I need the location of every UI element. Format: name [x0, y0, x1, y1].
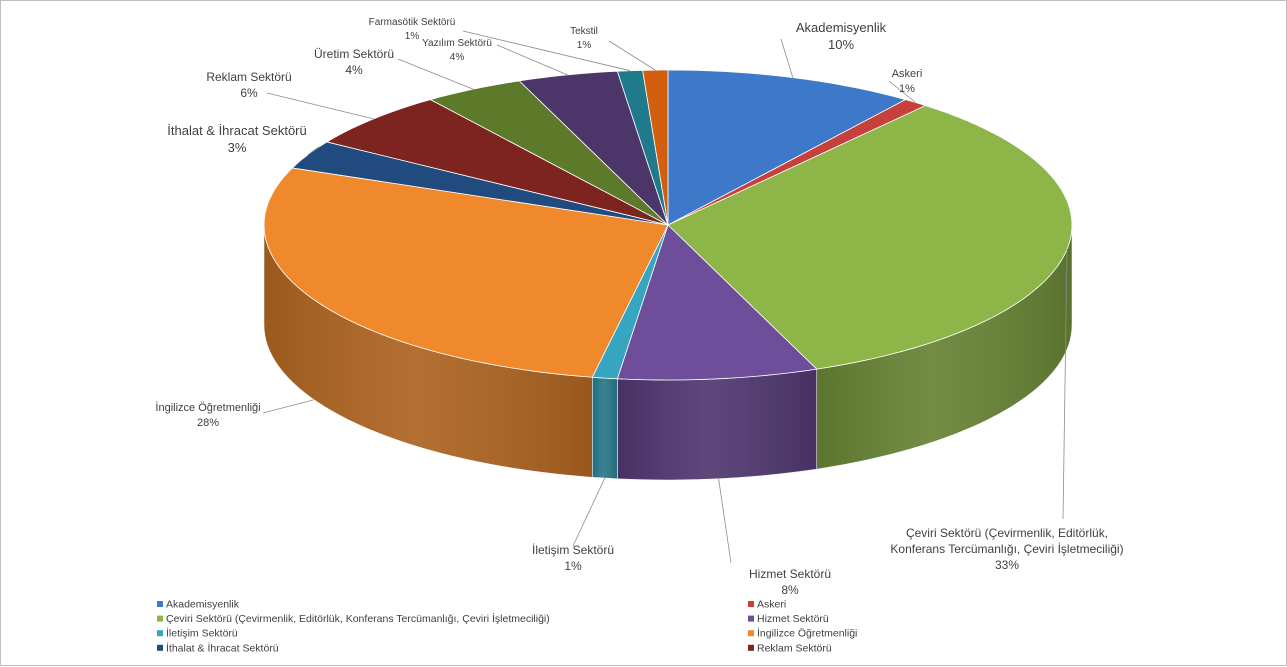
legend-swatch	[748, 630, 754, 637]
slice-side-hizmet-sektoru	[617, 368, 818, 481]
pie-slices	[263, 69, 1073, 381]
leader-line-ithalat-ihracat-sektoru	[307, 146, 320, 155]
leader-line-uretim-sektoru	[397, 58, 474, 90]
data-label-value: 1%	[564, 559, 582, 573]
data-label-category: İngilizce Öğretmenliği	[155, 401, 260, 414]
data-label-value: 3%	[228, 140, 247, 155]
legend-entry: Hizmet Sektörü	[757, 613, 829, 625]
data-label-value: 6%	[240, 86, 258, 100]
legend-swatch	[157, 615, 163, 622]
data-label-category: Akademisyenlik	[796, 20, 887, 35]
leader-line-askeri	[888, 80, 916, 103]
data-label-category: Yazılım Sektörü	[422, 38, 492, 49]
slice-akademisyenlik	[667, 69, 907, 226]
leader-line-farmasotik-sektoru	[462, 30, 631, 72]
leader-line-yazilim-sektoru	[496, 44, 568, 76]
legend-swatch	[157, 644, 163, 651]
data-label-category: İletişim Sektörü	[532, 543, 614, 557]
data-label-value: 4%	[345, 63, 363, 77]
data-label-category: Üretim Sektörü	[314, 47, 394, 61]
slice-side-iletisim-sektoru	[592, 376, 618, 480]
data-label-category: Çeviri Sektörü (Çevirmenlik, Editörlük,	[906, 526, 1108, 540]
data-label-category: İthalat & İhracat Sektörü	[167, 123, 306, 138]
legend-entry: Akademisyenlik	[166, 599, 240, 611]
legend-entry: İngilizce Öğretmenliği	[757, 627, 857, 640]
data-label-value: 1%	[405, 31, 420, 42]
data-label-value: 10%	[828, 37, 854, 52]
legend-swatch	[157, 601, 163, 607]
data-label-category: Tekstil	[570, 26, 598, 37]
data-label-category: Reklam Sektörü	[206, 70, 291, 84]
slice-hizmet-sektoru	[616, 224, 818, 381]
legend-swatch	[748, 615, 754, 622]
data-label-value: 1%	[899, 83, 915, 95]
leader-line-ceviri-sektoru-cevirmenlik-editorluk-konferans-tercumanligi-ceviri-isletmeciligi	[1062, 249, 1068, 520]
data-label-value: 1%	[577, 40, 592, 51]
legend-entry: Askeri	[757, 599, 786, 611]
data-label-value: 4%	[450, 52, 465, 63]
legend-swatch	[748, 644, 754, 651]
legend-swatch	[748, 601, 754, 607]
leader-line-akademisyenlik	[780, 38, 794, 78]
data-label-value: 8%	[781, 583, 799, 597]
data-label-value: 28%	[197, 417, 219, 429]
label-leader-lines	[262, 30, 1068, 564]
leader-line-ingilizce-ogretmenligi	[262, 399, 315, 414]
data-label-category: Farmasötik Sektörü	[369, 17, 456, 28]
legend-entry: Reklam Sektörü	[757, 642, 832, 654]
leader-line-hizmet-sektoru	[718, 478, 732, 564]
leader-line-tekstil	[608, 40, 656, 71]
leader-line-reklam-sektoru	[266, 92, 374, 120]
data-label-category: Askeri	[892, 68, 923, 80]
slice-reklam-sektoru	[325, 99, 669, 226]
slice-ingilizce-ogretmenligi	[263, 167, 669, 378]
slice-yazilim-sektoru	[518, 70, 669, 226]
legend-swatch	[157, 630, 163, 637]
legend: Akademisyenlik Askeri Çeviri Sektörü (Çevi…	[157, 599, 857, 654]
legend-entry: İthalat & İhracat Sektörü	[166, 641, 279, 654]
data-labels: Akademisyenlik 10% Askeri 1% Çeviri Sektörü …	[155, 17, 1123, 597]
legend-entry: İletişim Sektörü	[166, 627, 238, 640]
leader-line-iletisim-sektoru	[572, 477, 606, 547]
data-label-category: Konferans Tercümanlığı, Çeviri İşletmeci…	[890, 542, 1123, 556]
legend-entry: Çeviri Sektörü (Çevirmenlik, Editörlük, …	[166, 612, 550, 625]
data-label-value: 33%	[995, 558, 1019, 572]
data-label-category: Hizmet Sektörü	[749, 567, 831, 581]
